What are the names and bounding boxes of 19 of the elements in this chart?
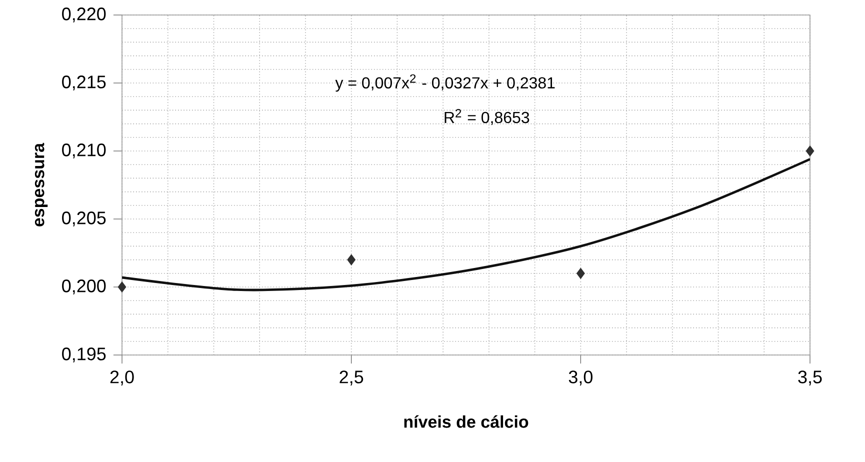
x-tick-label: 3,5 — [798, 370, 822, 386]
y-tick-label: 0,200 — [62, 280, 106, 294]
y-tick-label: 0,215 — [62, 76, 106, 90]
y-axis-title: espessura — [34, 142, 48, 226]
point — [347, 254, 356, 266]
x-tick-label: 2,5 — [340, 370, 364, 386]
point — [118, 282, 126, 292]
y-tick-label: 0,205 — [62, 212, 106, 226]
y-tick-label: 0,210 — [62, 144, 106, 158]
y-tick-label: 0,220 — [62, 8, 106, 22]
point — [576, 268, 585, 279]
annotation: R$^{2}$ = 0,8653 — [444, 108, 530, 126]
x-tick-label: 2,0 — [110, 370, 134, 386]
line-series — [122, 158, 810, 292]
y-tick-label: 0,195 — [62, 348, 106, 362]
annotation: y = 0,007x$^{2}$ - 0,0327x + 0,2381 — [335, 74, 555, 92]
point — [806, 146, 814, 156]
x-axis-title: níveis de cálcio — [404, 415, 528, 428]
x-tick-label: 3,0 — [568, 370, 592, 386]
